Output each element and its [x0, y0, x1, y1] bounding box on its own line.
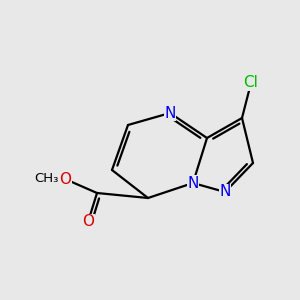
Text: O: O: [59, 172, 71, 187]
Text: O: O: [82, 214, 94, 230]
Text: N: N: [187, 176, 199, 190]
Text: Cl: Cl: [244, 76, 258, 91]
Text: CH₃: CH₃: [34, 172, 58, 185]
Text: N: N: [219, 184, 231, 200]
Text: N: N: [164, 106, 176, 121]
